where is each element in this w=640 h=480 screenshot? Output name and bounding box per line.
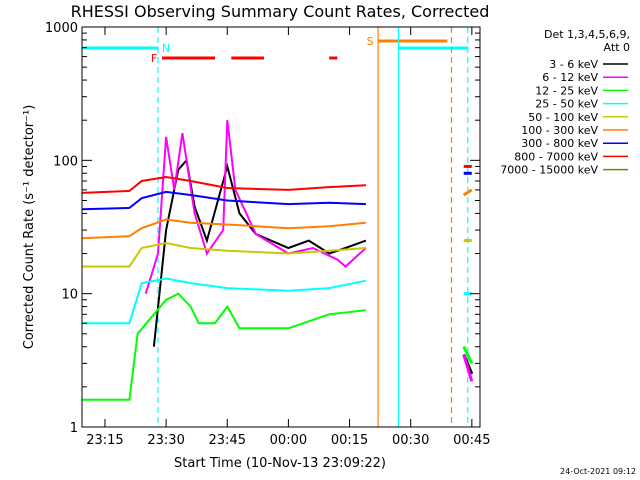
y-tick-label: 10 xyxy=(61,288,78,303)
legend-header-line: Det 1,3,4,5,6,9, xyxy=(544,28,630,41)
chart-title: RHESSI Observing Summary Count Rates, Co… xyxy=(71,2,490,21)
legend-entry-label: 6 - 12 keV xyxy=(542,71,598,84)
y-tick-label: 1000 xyxy=(45,21,78,36)
plot-frame xyxy=(81,26,481,428)
x-tick-label: 00:00 xyxy=(270,433,307,448)
x-tick-label: 00:15 xyxy=(331,433,368,448)
series-line xyxy=(82,292,367,401)
axis-ticks: 23:15 23:30 23:45 00:00 00:15 00:30 00:45 1 10 10… xyxy=(45,21,491,448)
x-tick-label: 00:45 xyxy=(453,433,490,448)
x-tick-label: 23:45 xyxy=(209,433,246,448)
legend-entry-label: 800 - 7000 keV xyxy=(514,150,598,163)
x-tick-label: 23:30 xyxy=(147,433,184,448)
series-line xyxy=(82,277,367,325)
series-lines xyxy=(81,120,474,401)
legend-entry-label: 12 - 25 keV xyxy=(535,84,598,97)
flag-n-label: N xyxy=(162,42,170,55)
timestamp: 24-Oct-2021 09:12 xyxy=(560,467,636,476)
series-line xyxy=(81,190,366,211)
series-line xyxy=(82,241,366,268)
y-tick-label: 1 xyxy=(70,421,78,436)
x-axis-label: Start Time (10-Nov-13 23:09:22) xyxy=(174,456,386,471)
legend-entry-label: 7000 - 15000 keV xyxy=(500,164,598,177)
legend-entry-label: 3 - 6 keV xyxy=(549,58,598,71)
series-line xyxy=(81,218,366,240)
series-line-late xyxy=(462,354,474,382)
flag-f-label: F xyxy=(151,52,157,65)
legend-header-line: Att 0 xyxy=(604,41,630,54)
legend-entry-label: 25 - 50 keV xyxy=(535,98,598,111)
x-tick-label: 00:30 xyxy=(392,433,429,448)
flag-s-label: S xyxy=(367,35,374,48)
y-tick-label: 100 xyxy=(53,154,78,169)
series-line xyxy=(81,175,366,194)
series-line-late xyxy=(462,346,474,365)
series-line xyxy=(144,120,367,294)
legend-entry-label: 300 - 800 keV xyxy=(521,137,598,150)
y-axis-label: Corrected Count Rate (s⁻¹ detector⁻¹) xyxy=(22,105,37,350)
legend-entry-label: 100 - 300 keV xyxy=(521,124,598,137)
series-line-late xyxy=(462,188,473,197)
x-tick-label: 23:15 xyxy=(86,433,123,448)
legend-entry-label: 50 - 100 keV xyxy=(528,111,598,124)
flag-bars: FN S xyxy=(82,35,468,65)
vertical-markers xyxy=(157,27,469,427)
